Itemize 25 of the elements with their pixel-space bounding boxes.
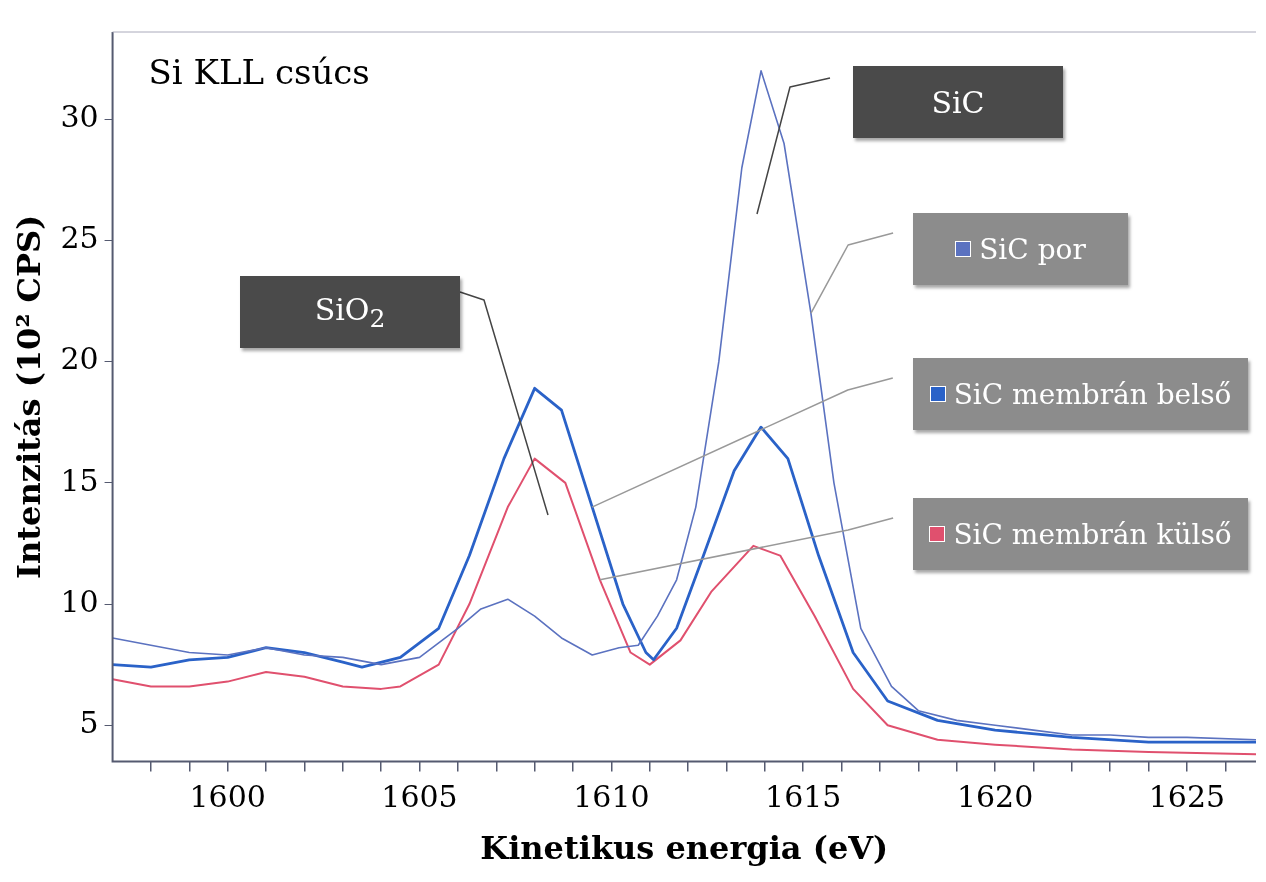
label-box: SiC [853,66,1063,138]
label-box: SiC membrán külső [913,498,1248,570]
x-tick-label: 1610 [573,779,650,815]
x-axis-title: Kinetikus energia (eV) [480,829,889,868]
annotation: SiO$_{2}$ [314,291,386,333]
x-tick-label: 1615 [765,779,842,815]
x-tick-label: 1620 [956,779,1034,815]
label-box: SiC por [913,213,1128,285]
y-tick-label: 20 [60,341,99,377]
y-tick-label: 30 [60,99,99,135]
y-tick-label: 10 [60,583,99,619]
x-tick-label: 1600 [189,779,266,815]
y-tick-label: 15 [60,462,99,498]
text: Si KLL csúcs [148,51,370,92]
annotation: SiC [931,84,985,120]
x-tick-label: 1625 [1148,779,1226,815]
y-tick-label: 5 [79,705,99,741]
legend-label: SiC membrán külső [953,517,1232,551]
legend-label: SiC membrán belső [953,377,1232,411]
y-tick-label: 25 [60,220,99,256]
label-box: SiO$_{2}$ [240,276,460,348]
y-axis-title: Intenzitás (10² CPS) [9,214,48,579]
label-box: SiC membrán belső [913,358,1248,430]
legend-label: SiC por [979,232,1086,266]
x-tick-label: 1605 [381,779,458,815]
